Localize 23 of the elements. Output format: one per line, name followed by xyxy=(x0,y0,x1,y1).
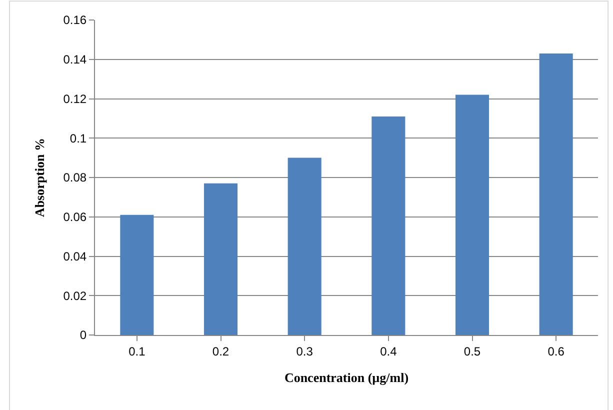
y-tick-label: 0.08 xyxy=(63,170,87,185)
y-tick-label: 0.1 xyxy=(70,131,87,146)
y-tick-label: 0.06 xyxy=(63,210,87,224)
y-tick-label: 0 xyxy=(80,328,87,342)
x-axis-title: Concentration (µg/ml) xyxy=(284,370,409,385)
y-tick-label: 0.14 xyxy=(63,52,87,67)
x-tick-label: 0.4 xyxy=(380,344,398,358)
y-tick-label: 0.12 xyxy=(63,92,87,106)
x-tick-label: 0.6 xyxy=(548,344,565,358)
bar xyxy=(539,53,573,335)
x-tick-label: 0.3 xyxy=(296,344,314,358)
bar xyxy=(204,183,238,335)
y-tick-label: 0.16 xyxy=(63,13,87,28)
bar xyxy=(120,214,154,335)
x-tick-label: 0.2 xyxy=(212,344,230,358)
y-tick-label: 0.04 xyxy=(63,249,87,264)
bar xyxy=(288,158,322,335)
bar xyxy=(372,116,406,335)
x-tick-label: 0.1 xyxy=(128,344,146,358)
y-axis-title: Absorption % xyxy=(32,138,48,218)
y-tick-label: 0.02 xyxy=(63,288,87,303)
bar xyxy=(455,94,490,335)
x-tick-label: 0.5 xyxy=(464,344,481,358)
